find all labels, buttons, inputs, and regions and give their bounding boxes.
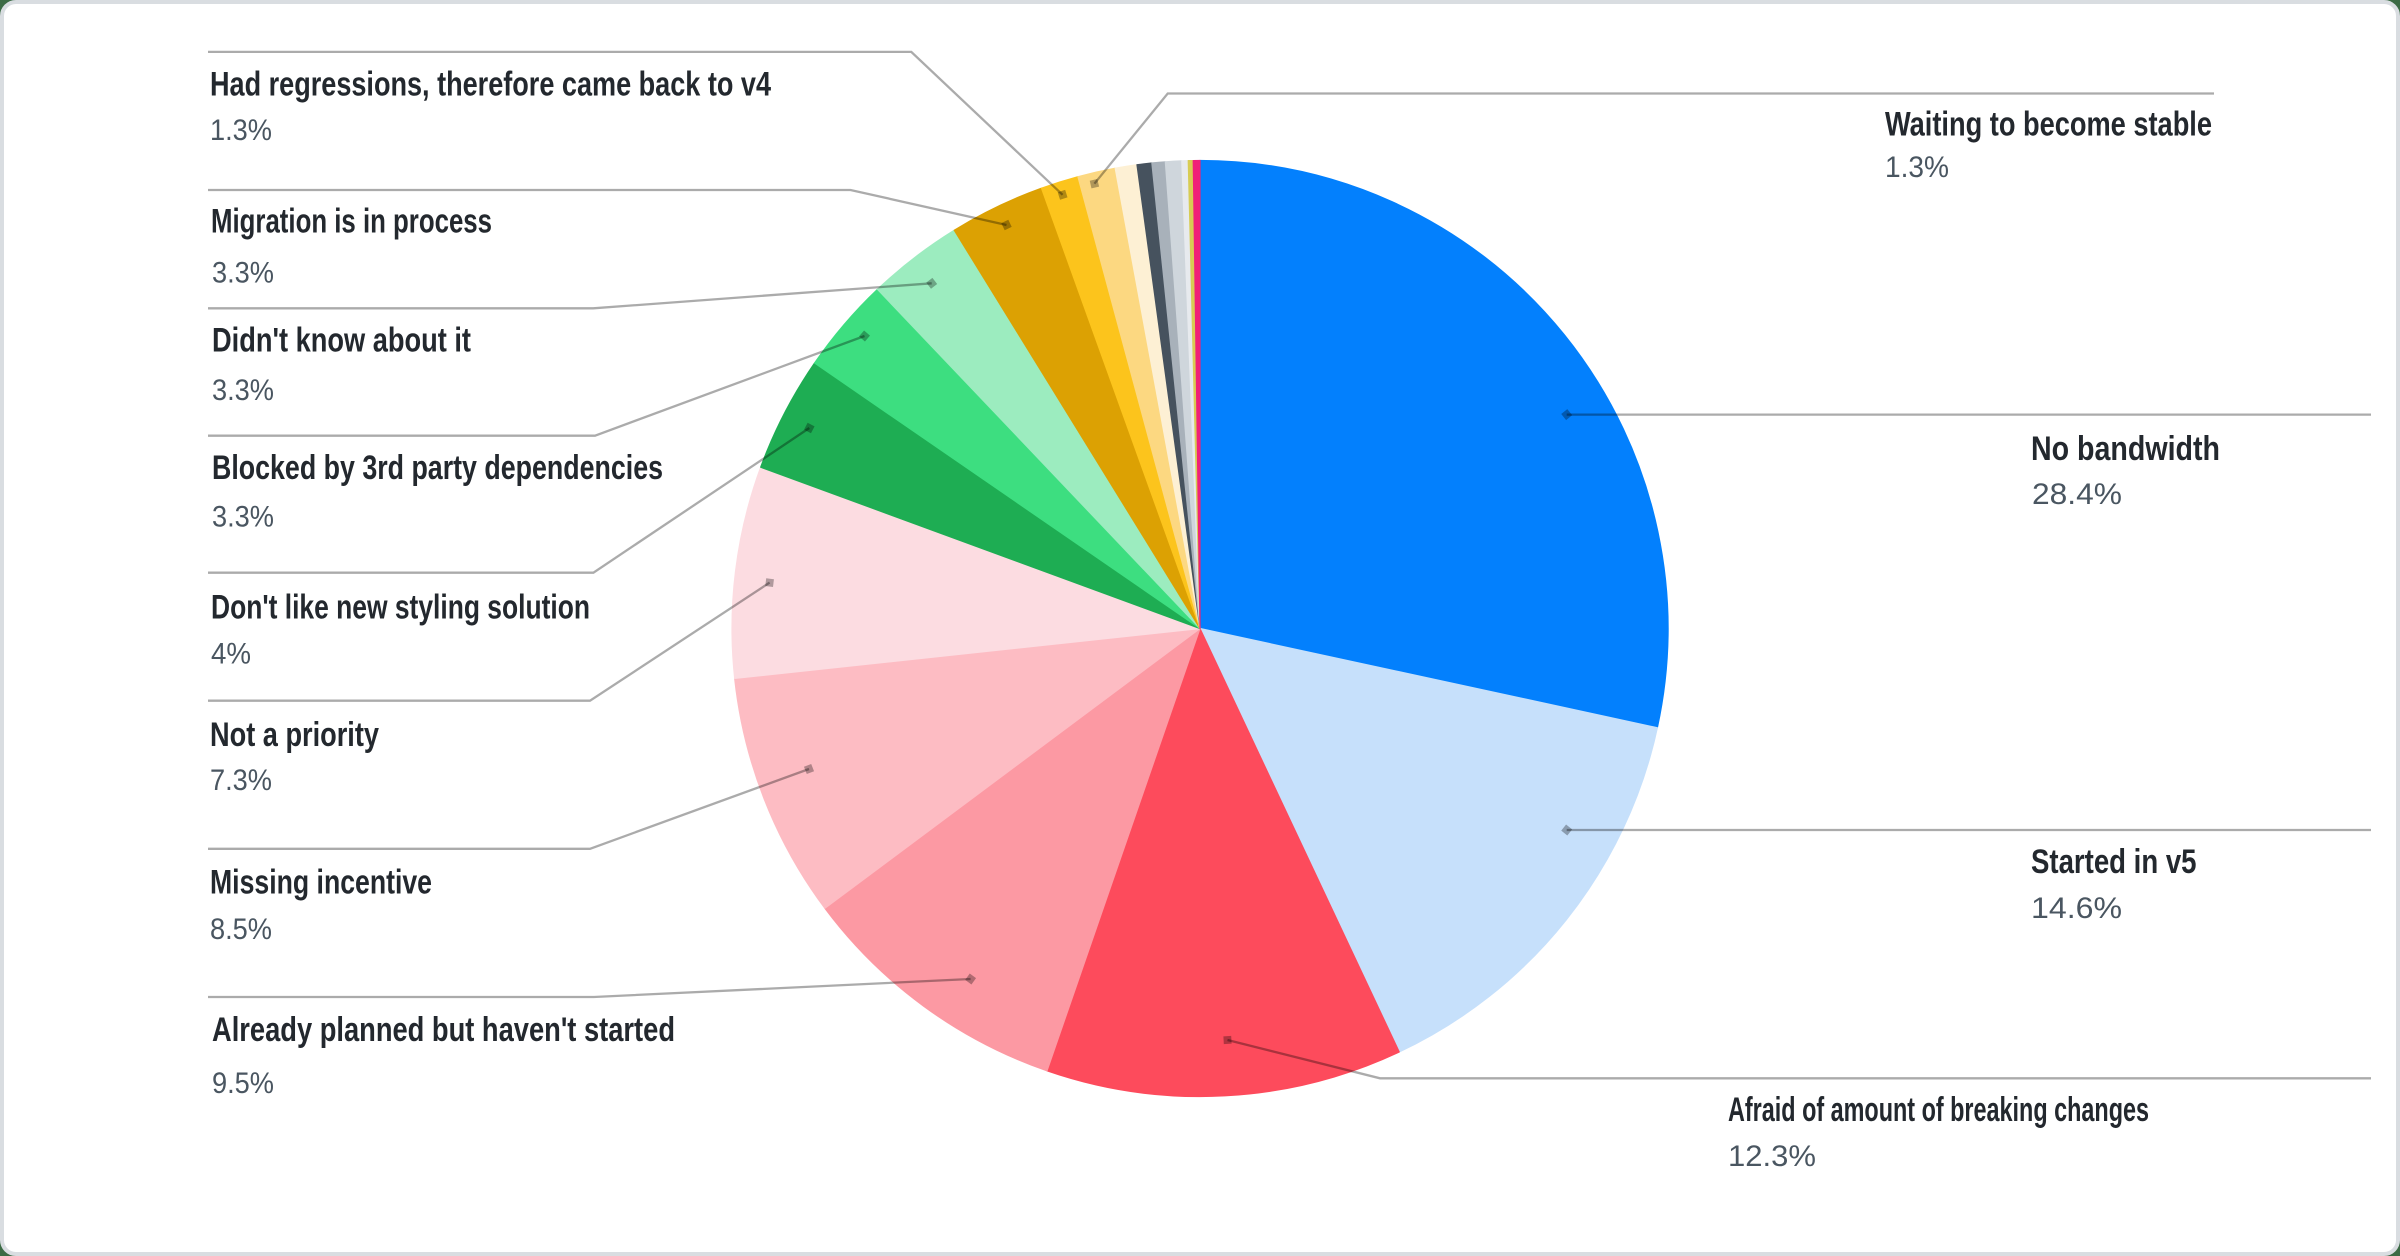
svg-text:12.3%: 12.3% <box>1728 1140 1816 1173</box>
svg-text:3.3%: 3.3% <box>212 501 274 534</box>
svg-text:28.4%: 28.4% <box>2032 478 2122 511</box>
svg-text:7.3%: 7.3% <box>210 764 272 797</box>
svg-text:1.3%: 1.3% <box>210 114 272 147</box>
svg-text:3.3%: 3.3% <box>212 256 274 289</box>
svg-text:9.5%: 9.5% <box>212 1067 274 1100</box>
svg-text:Don't like new styling solutio: Don't like new styling solution <box>211 588 590 626</box>
svg-text:Not a priority: Not a priority <box>210 716 379 754</box>
svg-text:1.3%: 1.3% <box>1885 151 1949 184</box>
svg-text:Started in v5: Started in v5 <box>2031 843 2197 881</box>
svg-text:Blocked by 3rd party dependenc: Blocked by 3rd party dependencies <box>212 449 663 487</box>
svg-text:Already planned but haven't st: Already planned but haven't started <box>212 1011 675 1049</box>
svg-text:4%: 4% <box>211 638 251 671</box>
svg-text:Waiting to become stable: Waiting to become stable <box>1885 105 2212 143</box>
svg-text:Had regressions, therefore cam: Had regressions, therefore came back to … <box>210 65 771 103</box>
svg-text:No bandwidth: No bandwidth <box>2031 430 2220 468</box>
svg-text:Didn't know about it: Didn't know about it <box>212 322 471 360</box>
svg-text:Afraid of amount of breaking c: Afraid of amount of breaking changes <box>1728 1091 2149 1129</box>
svg-text:Migration is in process: Migration is in process <box>211 203 492 241</box>
svg-text:3.3%: 3.3% <box>212 374 274 407</box>
svg-text:8.5%: 8.5% <box>210 913 272 946</box>
svg-text:Missing incentive: Missing incentive <box>210 863 432 901</box>
svg-text:14.6%: 14.6% <box>2031 892 2122 925</box>
